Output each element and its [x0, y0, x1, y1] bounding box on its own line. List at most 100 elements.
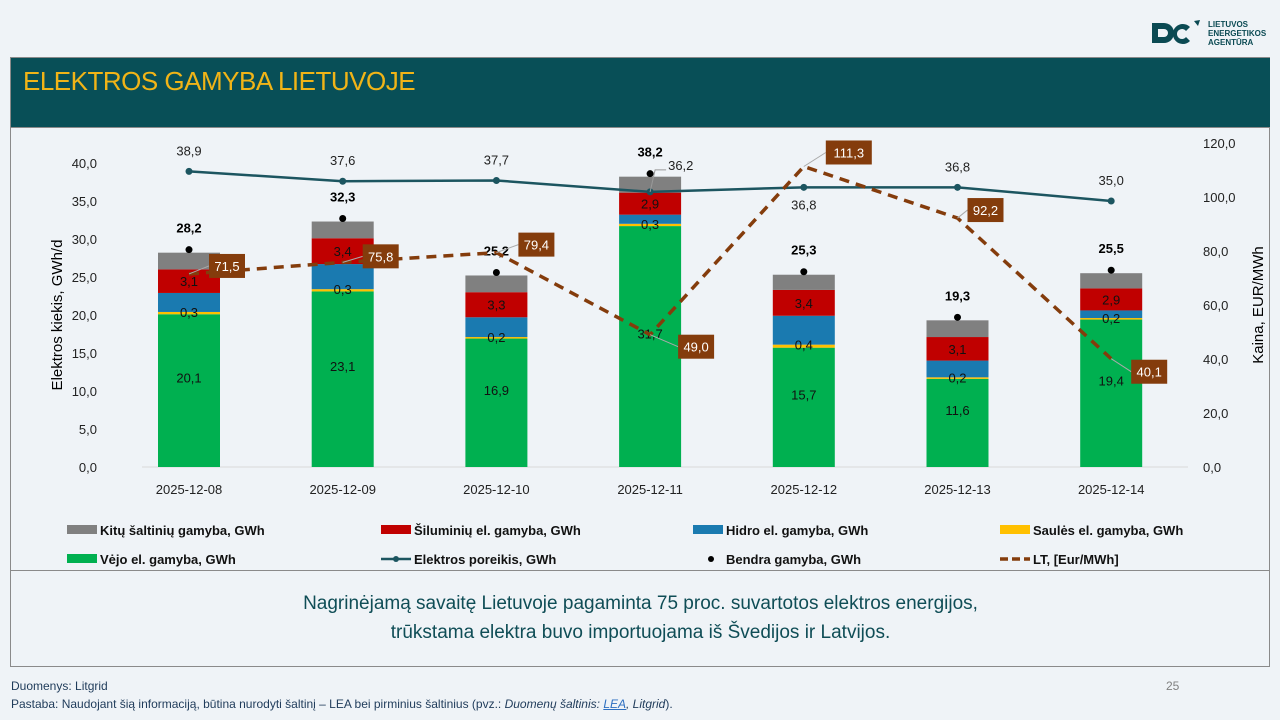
note-suffix: ). [665, 697, 673, 711]
y2-tick-label: 120,0 [1203, 136, 1236, 151]
bar-segment-solar [772, 344, 835, 348]
price-value-label: 40,1 [1137, 365, 1162, 380]
bar-segment-wind [619, 226, 682, 467]
total-production-dot [800, 268, 808, 276]
legend-kitų-label: Kitų šaltinių gamyba, GWh [100, 523, 265, 538]
y-tick-label: 10,0 [72, 384, 97, 399]
slide-header: ELEKTROS GAMYBA LIETUVOJE [11, 58, 1270, 127]
solar-value-label: 0,4 [795, 338, 813, 353]
total-production-dot [646, 170, 654, 178]
total-production-dot [339, 215, 347, 223]
summary-text: Nagrinėjamą savaitę Lietuvoje pagaminta … [11, 589, 1270, 647]
x-tick-label: 2025-12-08 [156, 482, 223, 497]
y2-axis-title: Kaina, EUR/MWh [1250, 246, 1267, 364]
total-production-label: 38,2 [637, 145, 662, 160]
note-italic-2: , Litgrid [626, 697, 666, 711]
usage-note: Pastaba: Naudojant šią informaciją, būti… [11, 697, 673, 711]
price-value-label: 71,5 [214, 259, 239, 274]
y2-tick-label: 0,0 [1203, 460, 1221, 475]
legend-šiluminių-swatch [381, 525, 411, 534]
solar-value-label: 0,3 [641, 217, 659, 232]
bar-segment-thermal [158, 269, 220, 293]
header-divider [11, 127, 1270, 128]
logo-line-2: ENERGETIKOS [1208, 28, 1267, 38]
demand-point [1107, 197, 1115, 205]
bar-segment-wind [158, 314, 220, 467]
lea-link[interactable]: LEA [603, 697, 626, 711]
lea-logo: LIETUVOS ENERGETIKOS AGENTŪRA [1150, 18, 1266, 48]
y-tick-label: 0,0 [79, 460, 97, 475]
price-leader-line [649, 334, 679, 348]
x-tick-label: 2025-12-09 [309, 482, 376, 497]
total-production-dot [1107, 266, 1115, 274]
bar-segment-thermal [926, 337, 989, 361]
demand-point [954, 183, 961, 191]
thermal-value-label: 3,4 [795, 296, 813, 311]
y-tick-label: 40,0 [72, 156, 97, 171]
electricity-production-chart: 0,0 5,0 10,0 15,0 20,0 25,0 30,0 35,0 40,0 0,0 20,… [49, 136, 1267, 567]
bar-segment-hydro [465, 317, 528, 338]
thermal-value-label: 2,9 [1102, 292, 1120, 307]
bar-segment-other [926, 320, 989, 338]
bar-segment-other [772, 274, 835, 290]
legend-vėjo-label: Vėjo el. gamyba, GWh [100, 552, 236, 567]
legend-elektros-marker [393, 556, 399, 562]
bar-segment-wind [1080, 319, 1143, 467]
demand-value-label: 38,9 [176, 143, 201, 158]
y-tick-label: 20,0 [72, 308, 97, 323]
wind-value-label: 16,9 [484, 383, 509, 398]
total-production-label: 32,3 [330, 190, 355, 205]
y-axis-title: Elektros kiekis, GWh/d [49, 240, 66, 391]
price-value-label: 75,8 [368, 249, 393, 264]
summary-line-2: trūkstama elektra buvo importuojama iš Š… [390, 622, 891, 643]
note-prefix: Pastaba: Naudojant šią informaciją, būti… [11, 697, 505, 711]
bar-segment-solar [465, 337, 528, 339]
y2-tick-label: 40,0 [1203, 352, 1228, 367]
y-tick-label: 30,0 [72, 232, 97, 247]
bar-segment-solar [926, 377, 989, 379]
bar-segment-solar [1080, 318, 1143, 320]
bar-segment-thermal [465, 292, 528, 318]
bar-segment-other [619, 176, 682, 193]
bar-segment-wind [772, 347, 835, 467]
bar-segment-hydro [926, 360, 989, 378]
demand-point [339, 177, 347, 185]
bar-segment-other [158, 252, 220, 270]
summary-line-1: Nagrinėjamą savaitę Lietuvoje pagaminta … [303, 593, 978, 614]
bar-segment-other [1080, 273, 1143, 289]
legend-elektros-label: Elektros poreikis, GWh [414, 552, 556, 567]
bar-segment-thermal [619, 192, 682, 215]
wind-value-label: 19,4 [1099, 373, 1124, 388]
price-value-label: 79,4 [524, 238, 549, 253]
legend-hidro-swatch [693, 525, 723, 534]
demand-value-label: 36,8 [945, 159, 970, 174]
x-tick-label: 2025-12-13 [924, 482, 991, 497]
price-leader-line [496, 244, 519, 254]
y2-tick-label: 20,0 [1203, 406, 1228, 421]
total-production-dot [954, 313, 961, 321]
thermal-value-label: 3,1 [948, 342, 966, 357]
y2-tick-label: 60,0 [1203, 298, 1228, 313]
bar-segment-solar [158, 311, 220, 315]
price-leader-line [342, 255, 363, 263]
price-label-box [825, 140, 872, 165]
demand-leader-line [649, 169, 667, 192]
legend-bendra-swatch [708, 556, 714, 562]
x-tick-label: 2025-12-14 [1078, 482, 1145, 497]
price-leader-line [803, 152, 827, 167]
price-label-box [678, 334, 715, 359]
y2-tick-label: 100,0 [1203, 190, 1236, 205]
total-production-label: 19,3 [945, 288, 970, 303]
price-leader-line [188, 265, 210, 275]
legend-saulės-label: Saulės el. gamyba, GWh [1033, 523, 1183, 538]
page-title: ELEKTROS GAMYBA LIETUVOJE [23, 66, 416, 96]
legend-kitų-swatch [67, 525, 97, 534]
total-production-label: 25,5 [1099, 241, 1124, 256]
bar-segment-hydro [619, 214, 682, 224]
bar-segment-hydro [158, 292, 220, 312]
slide-frame [10, 57, 1270, 667]
bar-segment-hydro [772, 315, 835, 345]
x-tick-label: 2025-12-12 [771, 482, 838, 497]
demand-value-label: 36,8 [791, 197, 816, 212]
legend-lt-label: LT, [Eur/MWh] [1033, 552, 1119, 567]
